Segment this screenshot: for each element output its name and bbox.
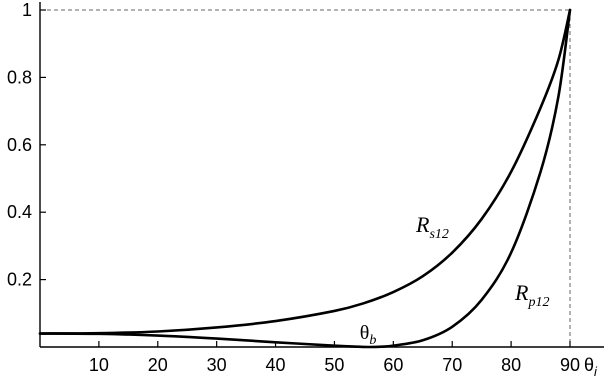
series-label-r-s12: Rs12 bbox=[415, 212, 449, 242]
series-layer bbox=[38, 8, 572, 349]
y-tick-label: 0.6 bbox=[7, 135, 32, 155]
x-tick-label: 10 bbox=[89, 355, 109, 375]
x-tick-label: 30 bbox=[207, 355, 227, 375]
x-axis-label: θi bbox=[584, 355, 598, 379]
y-tick-label: 0.4 bbox=[7, 202, 32, 222]
x-tick-label: 50 bbox=[324, 355, 344, 375]
plot-frame bbox=[40, 9, 571, 347]
y-tick-label: 0.2 bbox=[7, 270, 32, 290]
y-tick-label: 1 bbox=[22, 0, 32, 20]
x-tick-label: 90 bbox=[560, 355, 580, 375]
x-tick-label: 40 bbox=[266, 355, 286, 375]
series-line-r-p12 bbox=[38, 8, 572, 349]
y-tick-label: 0.8 bbox=[7, 67, 32, 87]
x-tick-label: 60 bbox=[383, 355, 403, 375]
series-line-r-s12 bbox=[38, 8, 572, 335]
axes: 10 20 30 40 50 60 70 80 90 0.2 0.4 0.6 0.8 1 θi bbox=[7, 0, 604, 379]
series-label-r-p12: Rp12 bbox=[514, 280, 549, 310]
x-tick-label: 80 bbox=[501, 355, 521, 375]
x-tick-label: 20 bbox=[148, 355, 168, 375]
brewster-angle-label: θb bbox=[360, 322, 377, 348]
x-tick-label: 70 bbox=[442, 355, 462, 375]
